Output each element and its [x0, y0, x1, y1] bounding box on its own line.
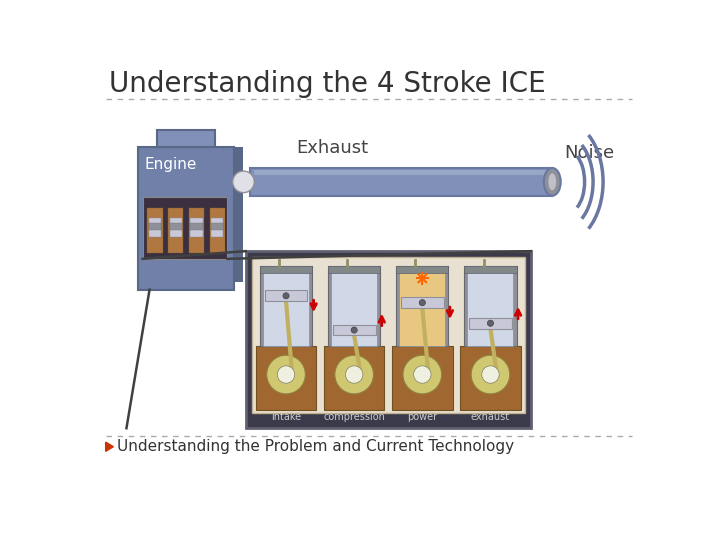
FancyBboxPatch shape	[149, 224, 161, 230]
FancyBboxPatch shape	[234, 147, 243, 282]
Circle shape	[471, 355, 510, 394]
Circle shape	[277, 366, 294, 383]
Circle shape	[346, 366, 363, 383]
Circle shape	[351, 327, 357, 333]
Ellipse shape	[544, 168, 561, 195]
Text: Noise: Noise	[564, 144, 614, 163]
Text: Engine: Engine	[144, 157, 197, 172]
FancyBboxPatch shape	[464, 266, 516, 346]
Circle shape	[487, 320, 493, 326]
FancyBboxPatch shape	[328, 266, 380, 346]
FancyBboxPatch shape	[396, 266, 449, 273]
FancyBboxPatch shape	[149, 218, 161, 237]
Circle shape	[413, 366, 431, 383]
FancyBboxPatch shape	[265, 291, 307, 301]
FancyBboxPatch shape	[333, 325, 376, 335]
FancyBboxPatch shape	[401, 298, 444, 308]
FancyBboxPatch shape	[396, 266, 449, 346]
FancyBboxPatch shape	[254, 170, 552, 175]
FancyBboxPatch shape	[469, 318, 512, 329]
FancyBboxPatch shape	[157, 130, 215, 147]
FancyBboxPatch shape	[143, 197, 228, 259]
FancyBboxPatch shape	[467, 266, 513, 346]
Circle shape	[403, 355, 441, 394]
Polygon shape	[106, 442, 113, 451]
FancyBboxPatch shape	[168, 208, 184, 253]
FancyBboxPatch shape	[260, 266, 312, 273]
FancyBboxPatch shape	[392, 346, 453, 410]
Text: intake: intake	[271, 413, 301, 422]
Text: Understanding the Problem and Current Technology: Understanding the Problem and Current Te…	[117, 439, 514, 454]
FancyBboxPatch shape	[256, 346, 316, 410]
Text: Exhaust: Exhaust	[296, 139, 368, 157]
Circle shape	[283, 293, 289, 299]
FancyBboxPatch shape	[138, 147, 234, 289]
FancyBboxPatch shape	[460, 346, 521, 410]
Circle shape	[266, 355, 305, 394]
FancyBboxPatch shape	[211, 218, 223, 237]
Circle shape	[419, 300, 426, 306]
FancyBboxPatch shape	[190, 224, 203, 230]
FancyBboxPatch shape	[189, 208, 204, 253]
FancyBboxPatch shape	[252, 257, 525, 413]
Text: compression: compression	[323, 413, 385, 422]
FancyBboxPatch shape	[331, 266, 377, 346]
FancyBboxPatch shape	[400, 266, 445, 346]
Ellipse shape	[549, 173, 556, 190]
FancyBboxPatch shape	[148, 208, 163, 253]
FancyBboxPatch shape	[324, 346, 384, 410]
FancyBboxPatch shape	[464, 266, 516, 273]
Circle shape	[335, 355, 374, 394]
FancyBboxPatch shape	[170, 218, 182, 237]
FancyBboxPatch shape	[251, 168, 552, 195]
FancyBboxPatch shape	[210, 208, 225, 253]
Text: exhaust: exhaust	[471, 413, 510, 422]
FancyBboxPatch shape	[328, 266, 380, 273]
FancyBboxPatch shape	[211, 224, 223, 230]
Circle shape	[233, 171, 254, 193]
FancyBboxPatch shape	[170, 224, 182, 230]
FancyBboxPatch shape	[246, 251, 531, 428]
FancyBboxPatch shape	[190, 218, 203, 237]
Text: power: power	[408, 413, 437, 422]
Circle shape	[482, 366, 499, 383]
FancyBboxPatch shape	[263, 266, 309, 346]
Text: Understanding the 4 Stroke ICE: Understanding the 4 Stroke ICE	[109, 70, 546, 98]
FancyBboxPatch shape	[260, 266, 312, 346]
